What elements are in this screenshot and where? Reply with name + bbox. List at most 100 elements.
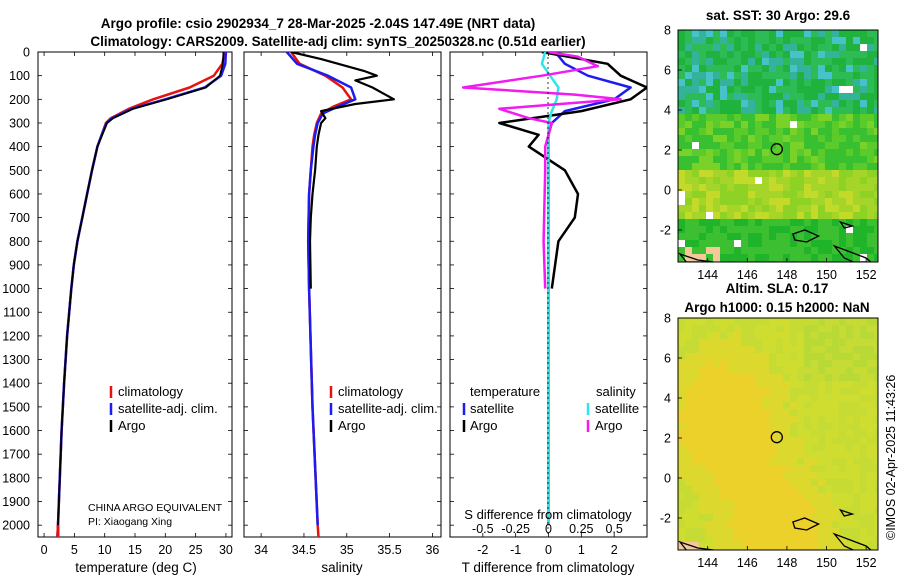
map-cell xyxy=(797,37,805,45)
map-cell xyxy=(748,346,756,354)
map-cell xyxy=(769,79,777,87)
map-cell xyxy=(825,128,833,136)
map-cell xyxy=(776,493,784,501)
map-cell xyxy=(734,184,742,192)
map-cell xyxy=(762,163,770,171)
map-cell xyxy=(741,226,749,234)
map-cell xyxy=(776,346,784,354)
map-cell xyxy=(818,30,826,38)
map-cell xyxy=(783,191,791,199)
map-cell xyxy=(706,65,714,73)
map-cell xyxy=(741,332,749,340)
map-cell xyxy=(874,30,878,38)
map-cell xyxy=(769,339,777,347)
map-cell xyxy=(776,156,784,164)
map-cell xyxy=(853,226,861,234)
map-cell xyxy=(741,388,749,396)
map-cell xyxy=(727,500,735,508)
figure-subtitle: Climatology: CARS2009. Satellite-adj cli… xyxy=(90,34,585,49)
map-cell xyxy=(804,430,812,438)
map-cell xyxy=(734,423,742,431)
map-cell xyxy=(692,170,700,178)
map-cell xyxy=(741,128,749,136)
map-cell xyxy=(713,44,721,52)
map-cell xyxy=(713,142,721,150)
map-cell xyxy=(762,409,770,417)
map-cell xyxy=(692,226,700,234)
map-cell xyxy=(734,444,742,452)
map-cell xyxy=(783,170,791,178)
map-cell xyxy=(818,93,826,101)
map-cell xyxy=(741,346,749,354)
map-cell xyxy=(755,254,763,262)
sla-map-title: Altim. SLA: 0.17 xyxy=(726,281,829,296)
map-cell xyxy=(874,37,878,45)
map-cell xyxy=(846,163,854,171)
map-cell xyxy=(769,191,777,199)
map-cell xyxy=(748,233,756,241)
map-cell xyxy=(727,479,735,487)
map-cell xyxy=(853,521,861,529)
map-cell xyxy=(713,367,721,375)
map-cell xyxy=(699,177,707,185)
map-cell xyxy=(783,388,791,396)
map-cell xyxy=(804,86,812,94)
map-cell xyxy=(769,219,777,227)
map-cell xyxy=(846,542,854,550)
map-cell xyxy=(797,430,805,438)
map-cell xyxy=(734,177,742,185)
map-cell xyxy=(783,79,791,87)
map-cell xyxy=(678,493,686,501)
map-cell xyxy=(706,219,714,227)
map-cell xyxy=(741,486,749,494)
map-cell xyxy=(762,226,770,234)
map-cell xyxy=(678,430,686,438)
map-cell xyxy=(748,437,756,445)
map-cell xyxy=(839,535,847,543)
map-cell xyxy=(748,226,756,234)
map-cell xyxy=(755,395,763,403)
map-cell xyxy=(755,521,763,529)
map-cell xyxy=(867,86,875,94)
map-cell xyxy=(678,233,686,241)
map-cell xyxy=(797,58,805,66)
map-cell xyxy=(846,500,854,508)
map-cell xyxy=(797,388,805,396)
map-cell xyxy=(825,535,833,543)
map-cell xyxy=(713,374,721,382)
map-cell xyxy=(860,72,868,80)
map-cell xyxy=(762,507,770,515)
map-cell xyxy=(692,86,700,94)
map-cell xyxy=(818,451,826,459)
map-cell xyxy=(839,360,847,368)
map-cell xyxy=(734,191,742,199)
map-cell xyxy=(769,107,777,115)
map-cell xyxy=(860,128,868,136)
map-cell xyxy=(860,142,868,150)
map-cell xyxy=(762,107,770,115)
map-cell xyxy=(755,542,763,550)
map-cell xyxy=(727,458,735,466)
map-cell xyxy=(685,191,693,199)
map-cell xyxy=(692,156,700,164)
map-cell xyxy=(748,514,756,522)
map-cell xyxy=(762,388,770,396)
map-cell xyxy=(846,332,854,340)
map-cell xyxy=(874,332,878,340)
map-cell xyxy=(790,149,798,157)
map-cell xyxy=(678,212,686,220)
map-cell xyxy=(853,205,861,213)
map-cell xyxy=(776,423,784,431)
map-cell xyxy=(818,388,826,396)
map-cell xyxy=(748,423,756,431)
map-cell xyxy=(769,395,777,403)
map-cell xyxy=(741,542,749,550)
map-cell xyxy=(734,409,742,417)
map-cell xyxy=(692,107,700,115)
map-cell xyxy=(804,114,812,122)
map-cell xyxy=(797,542,805,550)
map-cell xyxy=(685,437,693,445)
map-cell xyxy=(790,72,798,80)
map-cell xyxy=(713,458,721,466)
map-cell xyxy=(678,325,686,333)
